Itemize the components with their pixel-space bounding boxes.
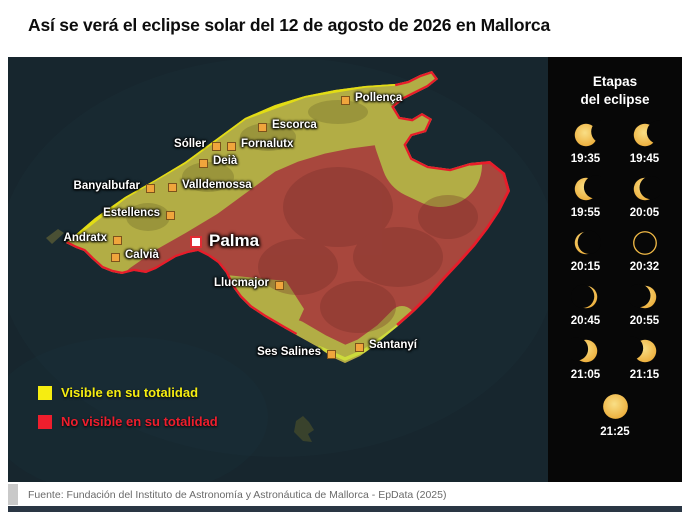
- stage-time: 20:55: [629, 315, 660, 328]
- moon-phase-icon: [574, 120, 601, 147]
- town-label: Escorca: [272, 119, 317, 131]
- stage-time: 19:45: [629, 153, 660, 166]
- content: Pollença Escorca Sóller Fornalutx Deià Vallde…: [8, 57, 682, 482]
- stages-title-line2: del eclipse: [580, 91, 650, 107]
- totality-strip: [66, 71, 482, 302]
- footer: Fuente: Fundación del Instituto de Astro…: [0, 482, 690, 512]
- town-label: Andratx: [63, 232, 107, 244]
- town-label: Calvià: [125, 249, 159, 261]
- eclipse-stage: 20:55: [629, 282, 660, 328]
- town-label: Sóller: [174, 138, 206, 150]
- town-label: Estellencs: [103, 207, 160, 219]
- moon-phase-icon: [629, 336, 656, 363]
- map-panel: Pollença Escorca Sóller Fornalutx Deià Vallde…: [8, 57, 548, 482]
- stage-time: 20:45: [570, 315, 601, 328]
- town-label: Deià: [213, 155, 238, 167]
- town-marker-icon: [355, 343, 364, 352]
- town-label: Santanyí: [369, 339, 417, 351]
- epdata-logo: [8, 484, 18, 505]
- eclipse-stage: 20:05: [630, 174, 660, 219]
- dragonera-island: [46, 229, 64, 244]
- legend-label: Visible en su totalidad: [61, 385, 199, 400]
- eclipse-stage: 19:35: [571, 120, 601, 165]
- stage-time: 21:05: [570, 369, 601, 382]
- eclipse-stage: 19:45: [630, 120, 660, 165]
- eclipse-stage: 20:15: [571, 228, 601, 273]
- town-marker-icon: [168, 183, 177, 192]
- town-label: Valldemossa: [182, 179, 252, 191]
- town-marker-icon: [275, 281, 284, 290]
- legend-label: No visible en su totalidad: [61, 414, 218, 429]
- stages-title: Etapas del eclipse: [548, 73, 682, 108]
- coast-accent-yellow: [317, 324, 400, 361]
- town-marker-icon: [258, 123, 267, 132]
- moon-phase-icon: [602, 394, 628, 419]
- town-label: Pollença: [355, 92, 403, 104]
- llucmajor-region: [226, 275, 304, 331]
- moon-phase-icon: [574, 175, 601, 201]
- page-title: Así se verá el eclipse solar del 12 de a…: [28, 15, 550, 35]
- town-marker-icon: [199, 159, 208, 168]
- moon-phase-icon: [632, 231, 657, 256]
- eclipse-stages-panel: Etapas del eclipse 19:35 19:45 19:55 20:05 2…: [548, 57, 682, 482]
- title-bar: Así se verá el eclipse solar del 12 de a…: [0, 0, 690, 36]
- legend-item: No visible en su totalidad: [38, 414, 218, 429]
- terrain-texture: [126, 100, 368, 231]
- town-marker-icon: [146, 184, 155, 193]
- stage-time: 21:15: [629, 369, 660, 382]
- stage-time: 20:15: [570, 261, 601, 274]
- stages-grid: 19:35 19:45 19:55 20:05 20:15 20:32 20:45 20:55…: [548, 120, 682, 438]
- town-marker-icon: [227, 142, 236, 151]
- town-marker-icon: [166, 211, 175, 220]
- eclipse-stage: 21:15: [629, 336, 660, 382]
- legend-item: Visible en su totalidad: [38, 385, 218, 400]
- stage-time: 20:32: [629, 261, 660, 274]
- moon-phase-icon: [570, 337, 597, 363]
- town-label: Banyalbufar: [73, 180, 140, 192]
- stage-time: 19:35: [570, 153, 601, 166]
- town-marker-icon: [111, 253, 120, 262]
- town-marker-icon: [212, 142, 221, 151]
- town-marker-icon: [341, 96, 350, 105]
- mallorca-map: [8, 57, 548, 482]
- town-label: Llucmajor: [214, 277, 269, 289]
- moon-phase-icon: [574, 230, 601, 255]
- town-label: Fornalutx: [241, 138, 294, 150]
- moon-phase-icon: [629, 284, 656, 309]
- eclipse-stage: 21:05: [570, 336, 601, 382]
- bottom-bar: [8, 506, 682, 512]
- palma-label: Palma: [209, 231, 260, 250]
- stages-title-line1: Etapas: [592, 74, 638, 89]
- towns-layer: Pollença Escorca Sóller Fornalutx Deià Vallde…: [8, 57, 548, 482]
- stage-time: 20:05: [629, 207, 660, 220]
- cabrera-island: [294, 416, 314, 442]
- eclipse-stage: 20:32: [630, 228, 660, 273]
- town-label: Ses Salines: [257, 346, 321, 358]
- stage-time: 19:55: [570, 207, 601, 220]
- map-legend: Visible en su totalidad No visible en su …: [38, 385, 218, 443]
- town-marker-icon: [113, 236, 122, 245]
- stage-time: 21:25: [600, 426, 630, 439]
- coast-accent-yellow: [66, 82, 396, 245]
- eclipse-stage: 20:45: [570, 282, 601, 328]
- legend-swatch: [38, 385, 52, 400]
- town-marker-icon: [327, 350, 336, 359]
- moon-phase-icon: [633, 176, 660, 201]
- sea-texture: [8, 337, 268, 482]
- palma-marker-icon: [190, 236, 202, 248]
- moon-phase-icon: [570, 284, 597, 309]
- moon-phase-icon: [633, 120, 660, 147]
- legend-swatch: [38, 414, 52, 429]
- source-text: Fuente: Fundación del Instituto de Astro…: [28, 489, 447, 501]
- coast-accent-red: [396, 158, 510, 329]
- eclipse-stage: 19:55: [571, 174, 601, 219]
- terrain-texture: [258, 167, 478, 333]
- eclipse-stage: 21:25: [599, 390, 632, 438]
